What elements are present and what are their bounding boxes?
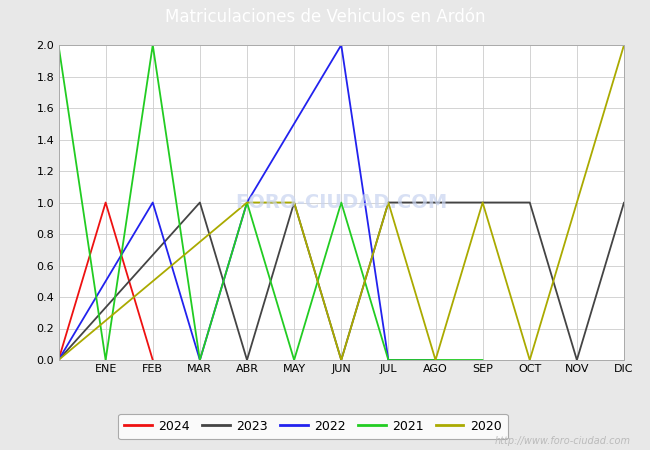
Text: http://www.foro-ciudad.com: http://www.foro-ciudad.com: [495, 436, 630, 446]
Text: FORO-CIUDAD.COM: FORO-CIUDAD.COM: [235, 193, 447, 212]
Legend: 2024, 2023, 2022, 2021, 2020: 2024, 2023, 2022, 2021, 2020: [118, 414, 508, 439]
Text: Matriculaciones de Vehiculos en Ardón: Matriculaciones de Vehiculos en Ardón: [164, 8, 486, 26]
